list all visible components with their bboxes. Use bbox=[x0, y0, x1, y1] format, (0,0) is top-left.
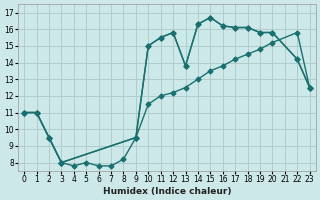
X-axis label: Humidex (Indice chaleur): Humidex (Indice chaleur) bbox=[103, 187, 231, 196]
